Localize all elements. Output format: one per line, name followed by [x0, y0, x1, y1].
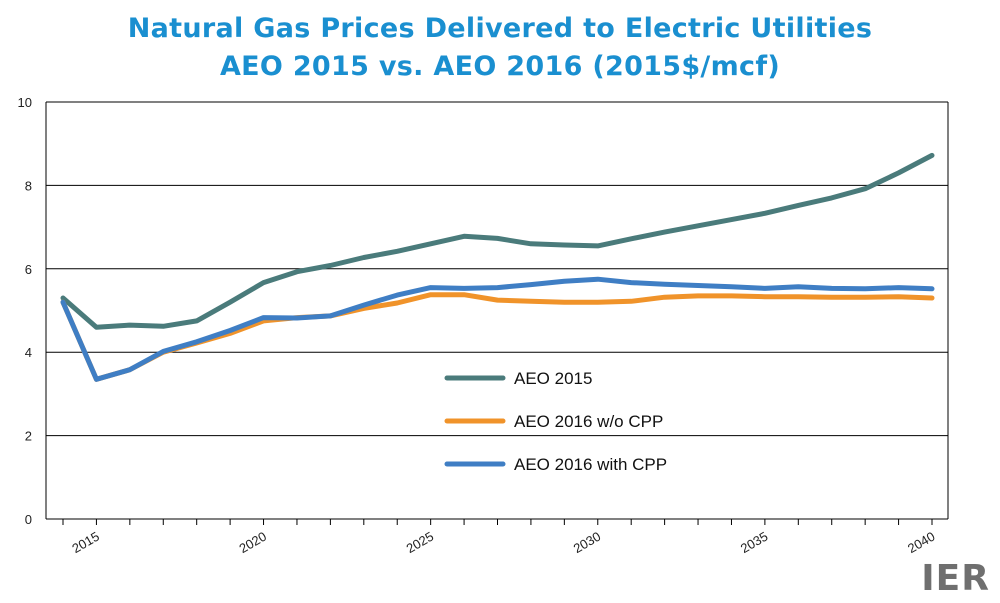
grid-lines	[45, 101, 949, 520]
y-tick-label-6: 6	[25, 262, 32, 277]
legend-label-3: AEO 2016 with CPP	[514, 455, 667, 474]
y-tick-label-0: 0	[25, 512, 32, 527]
chart-title-block: Natural Gas Prices Delivered to Electric…	[0, 10, 1000, 86]
x-tick-label-2025: 2025	[404, 529, 437, 556]
series-lines	[60, 152, 935, 382]
legend-label-1: AEO 2015	[514, 369, 592, 388]
y-tick-label-2: 2	[25, 429, 32, 444]
series-line-3	[60, 276, 935, 382]
legend-label-2: AEO 2016 w/o CPP	[514, 412, 663, 431]
y-axis-tick-labels: 0 2 4 6 8 10	[18, 95, 32, 527]
x-tick-label-2020: 2020	[236, 529, 269, 556]
series-line-1	[60, 152, 935, 330]
x-tick-label-2035: 2035	[738, 529, 771, 556]
x-tick-label-2040: 2040	[905, 529, 938, 556]
y-tick-label-10: 10	[18, 95, 32, 110]
y-tick-label-4: 4	[25, 345, 32, 360]
x-tick-label-2030: 2030	[571, 529, 604, 556]
ier-logo: IER	[921, 558, 990, 599]
series-line-2	[60, 292, 935, 382]
x-axis: 2015 2020 2025 2030 2035 2040	[62, 519, 938, 556]
chart-title: Natural Gas Prices Delivered to Electric…	[127, 13, 873, 44]
x-tick-label-2015: 2015	[69, 529, 102, 556]
chart-subtitle: AEO 2015 vs. AEO 2016 (2015$/mcf)	[219, 51, 781, 82]
y-tick-label-8: 8	[25, 178, 32, 193]
legend: AEO 2015 AEO 2016 w/o CPP AEO 2016 with CP…	[444, 369, 667, 474]
